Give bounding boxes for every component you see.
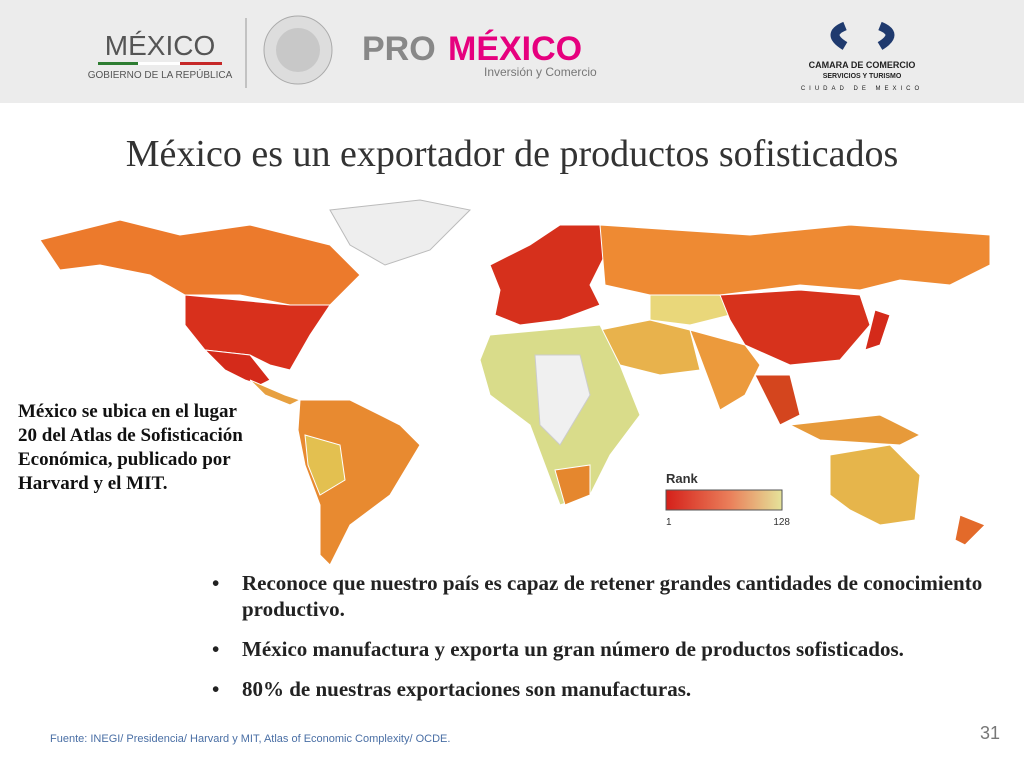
legend-gradient xyxy=(665,489,783,511)
header: MÉXICO GOBIERNO DE LA REPÚBLICA PRO MÉXI… xyxy=(0,0,1024,103)
country xyxy=(304,434,346,496)
country xyxy=(249,379,302,406)
bullet: 80% de nuestras exportaciones son manufa… xyxy=(212,676,1002,702)
logo-text: CIUDAD DE MEXICO xyxy=(801,86,923,92)
world-map: Rank 1 128 xyxy=(39,199,991,566)
flag-stripe xyxy=(138,62,180,65)
header-logos: MÉXICO GOBIERNO DE LA REPÚBLICA PRO MÉXI… xyxy=(88,15,923,92)
logo-text: Inversión y Comercio xyxy=(484,65,597,79)
country xyxy=(489,224,606,326)
side-note: México se ubica en el lugar 20 del Atlas… xyxy=(18,401,243,494)
country xyxy=(554,464,591,506)
slide-title: México es un exportador de productos sof… xyxy=(125,133,899,175)
logo-text: SERVICIOS Y TURISMO xyxy=(823,73,902,80)
logo-text: GOBIERNO DE LA REPÚBLICA xyxy=(88,68,233,81)
country xyxy=(788,414,922,446)
country xyxy=(534,354,591,446)
seal xyxy=(276,28,320,72)
legend-min: 1 xyxy=(666,517,672,528)
country xyxy=(719,289,871,366)
source: Fuente: INEGI/ Presidencia/ Harvard y MI… xyxy=(50,733,451,745)
country xyxy=(689,329,761,411)
bullet: Reconoce que nuestro país es capaz de re… xyxy=(212,570,1002,622)
bullet-list: Reconoce que nuestro país es capaz de re… xyxy=(212,570,1002,716)
country xyxy=(599,224,991,296)
country xyxy=(829,444,921,526)
legend-max: 128 xyxy=(773,517,790,528)
country xyxy=(864,309,891,351)
logo-text: PRO xyxy=(362,30,436,68)
country xyxy=(754,374,801,426)
country xyxy=(954,514,986,546)
country xyxy=(184,294,331,371)
country xyxy=(329,199,472,266)
logo-text: MÉXICO xyxy=(105,30,215,61)
countries xyxy=(39,199,991,566)
country xyxy=(649,294,731,326)
logo-text: CAMARA DE COMERCIO xyxy=(809,60,916,70)
flag-stripe xyxy=(180,62,222,65)
page-number: 31 xyxy=(980,723,1001,743)
bullet: México manufactura y exporta un gran núm… xyxy=(212,636,1002,662)
country xyxy=(39,219,361,306)
legend-title: Rank xyxy=(666,471,699,486)
logo-text: MÉXICO xyxy=(448,30,582,68)
flag-stripe xyxy=(98,62,138,65)
camara-icon xyxy=(830,21,895,50)
